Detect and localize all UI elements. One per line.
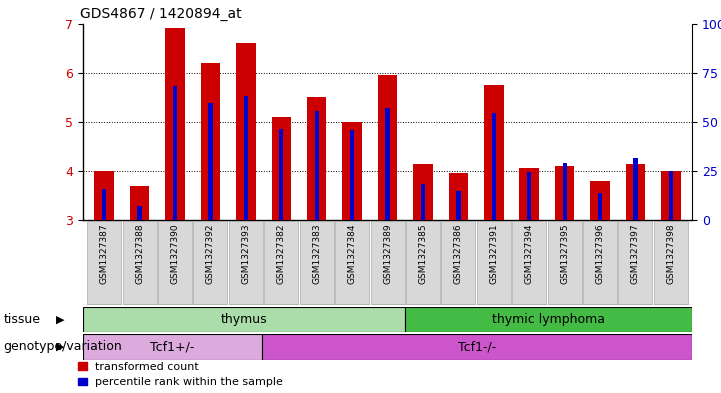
- FancyBboxPatch shape: [123, 221, 156, 304]
- Bar: [448, 173, 468, 220]
- FancyBboxPatch shape: [512, 221, 547, 304]
- Text: GSM1327391: GSM1327391: [490, 224, 498, 284]
- Text: GSM1327382: GSM1327382: [277, 224, 286, 284]
- FancyBboxPatch shape: [548, 221, 582, 304]
- Text: Tcf1+/-: Tcf1+/-: [150, 340, 195, 353]
- FancyBboxPatch shape: [262, 334, 692, 360]
- Bar: [307, 97, 327, 220]
- Text: GSM1327388: GSM1327388: [135, 224, 144, 284]
- FancyBboxPatch shape: [87, 221, 121, 304]
- FancyBboxPatch shape: [371, 221, 404, 304]
- Text: GSM1327390: GSM1327390: [170, 224, 180, 284]
- Bar: [562, 163, 567, 220]
- Bar: [165, 29, 185, 220]
- FancyBboxPatch shape: [619, 221, 653, 304]
- Text: GSM1327389: GSM1327389: [383, 224, 392, 284]
- Bar: [208, 103, 213, 220]
- Bar: [138, 206, 142, 220]
- Bar: [386, 108, 389, 220]
- Text: GSM1327385: GSM1327385: [418, 224, 428, 284]
- Text: GSM1327387: GSM1327387: [99, 224, 109, 284]
- Bar: [102, 189, 106, 220]
- Text: tissue: tissue: [4, 313, 40, 326]
- Bar: [669, 171, 673, 220]
- FancyBboxPatch shape: [477, 221, 510, 304]
- Text: GSM1327392: GSM1327392: [206, 224, 215, 284]
- Text: ▶: ▶: [56, 342, 64, 352]
- Text: thymic lymphoma: thymic lymphoma: [492, 313, 606, 326]
- Bar: [520, 169, 539, 220]
- FancyBboxPatch shape: [583, 221, 617, 304]
- Bar: [244, 96, 248, 220]
- FancyBboxPatch shape: [265, 221, 298, 304]
- Bar: [484, 85, 503, 220]
- Text: GSM1327386: GSM1327386: [454, 224, 463, 284]
- Bar: [626, 163, 645, 220]
- Bar: [527, 172, 531, 220]
- Bar: [200, 63, 220, 220]
- FancyBboxPatch shape: [83, 334, 262, 360]
- Bar: [272, 117, 291, 220]
- FancyBboxPatch shape: [300, 221, 334, 304]
- FancyBboxPatch shape: [406, 221, 440, 304]
- Text: GSM1327393: GSM1327393: [242, 224, 250, 284]
- Bar: [314, 111, 319, 220]
- Text: GSM1327398: GSM1327398: [666, 224, 676, 284]
- Text: GSM1327395: GSM1327395: [560, 224, 569, 284]
- Bar: [378, 75, 397, 220]
- FancyBboxPatch shape: [335, 221, 369, 304]
- Bar: [350, 130, 354, 220]
- FancyBboxPatch shape: [405, 307, 692, 332]
- Text: GSM1327394: GSM1327394: [525, 224, 534, 284]
- Text: GSM1327396: GSM1327396: [596, 224, 605, 284]
- Bar: [492, 113, 496, 220]
- Bar: [598, 193, 602, 220]
- FancyBboxPatch shape: [654, 221, 688, 304]
- Bar: [661, 171, 681, 220]
- FancyBboxPatch shape: [193, 221, 227, 304]
- Bar: [130, 185, 149, 220]
- Text: thymus: thymus: [221, 313, 267, 326]
- Text: GSM1327397: GSM1327397: [631, 224, 640, 284]
- FancyBboxPatch shape: [158, 221, 192, 304]
- Bar: [633, 158, 637, 220]
- FancyBboxPatch shape: [441, 221, 475, 304]
- Legend: transformed count, percentile rank within the sample: transformed count, percentile rank withi…: [78, 362, 283, 387]
- Text: Tcf1-/-: Tcf1-/-: [458, 340, 496, 353]
- Bar: [555, 166, 575, 220]
- Bar: [236, 43, 255, 220]
- Bar: [279, 129, 283, 220]
- Text: GDS4867 / 1420894_at: GDS4867 / 1420894_at: [80, 7, 242, 21]
- Bar: [342, 122, 362, 220]
- Bar: [421, 184, 425, 220]
- FancyBboxPatch shape: [229, 221, 263, 304]
- Text: genotype/variation: genotype/variation: [4, 340, 123, 353]
- Bar: [413, 163, 433, 220]
- Text: GSM1327383: GSM1327383: [312, 224, 321, 284]
- Bar: [456, 191, 461, 220]
- Bar: [173, 86, 177, 220]
- Bar: [94, 171, 114, 220]
- FancyBboxPatch shape: [83, 307, 405, 332]
- Text: ▶: ▶: [56, 314, 64, 324]
- Text: GSM1327384: GSM1327384: [348, 224, 357, 284]
- Bar: [590, 181, 610, 220]
